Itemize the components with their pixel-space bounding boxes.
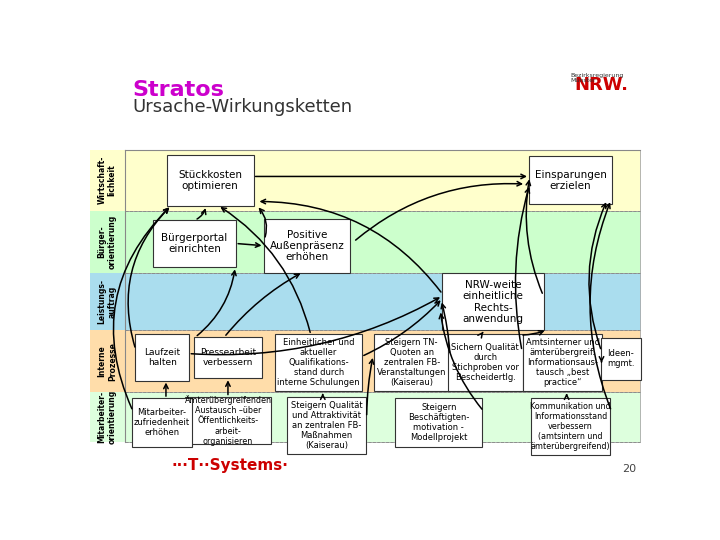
Bar: [125, 392, 640, 442]
FancyBboxPatch shape: [264, 219, 351, 273]
Text: 20: 20: [622, 464, 636, 474]
Text: Ämterübergreifenden
Austausch –über
Öffentlichkeits-
arbeit-
organisieren: Ämterübergreifenden Austausch –über Öffe…: [184, 395, 271, 445]
Text: Einheitlicher und
aktueller
Qualifikations-
stand durch
interne Schulungen: Einheitlicher und aktueller Qualifikatio…: [277, 338, 360, 387]
Text: Bürgerportal
einrichten: Bürgerportal einrichten: [161, 233, 228, 254]
Bar: [90, 211, 125, 273]
Text: Amtsinterner und
ämterübergreif.
Informationsaus-
tausch „best
practice“: Amtsinterner und ämterübergreif. Informa…: [526, 338, 600, 387]
Bar: [125, 211, 640, 273]
Text: NRW-weite
einheitliche
Rechts-
anwendung: NRW-weite einheitliche Rechts- anwendung: [462, 280, 523, 324]
Text: Steigern Qualität
und Attraktivität
an zentralen FB-
Maßnahmen
(Kaiserau): Steigern Qualität und Attraktivität an z…: [291, 401, 362, 450]
FancyBboxPatch shape: [442, 273, 544, 330]
FancyBboxPatch shape: [153, 220, 236, 267]
Text: Ideen-
mgmt.: Ideen- mgmt.: [607, 349, 634, 368]
FancyBboxPatch shape: [600, 338, 641, 380]
Bar: [90, 330, 125, 392]
Text: Positive
Außenpräsenz
erhöhen: Positive Außenpräsenz erhöhen: [269, 230, 344, 262]
Text: Einsparungen
erzielen: Einsparungen erzielen: [534, 170, 606, 191]
FancyBboxPatch shape: [275, 334, 362, 392]
FancyBboxPatch shape: [531, 398, 610, 455]
FancyBboxPatch shape: [395, 398, 482, 448]
FancyBboxPatch shape: [448, 334, 523, 392]
Text: Wirtschaft-
lichkeit: Wirtschaft- lichkeit: [97, 156, 117, 205]
Text: ···T··Systems·: ···T··Systems·: [171, 458, 288, 472]
Text: Leistungs-
auftrag: Leistungs- auftrag: [97, 279, 117, 324]
FancyBboxPatch shape: [135, 334, 189, 381]
FancyBboxPatch shape: [194, 336, 261, 378]
Bar: [90, 150, 125, 211]
Text: Interne
Prozesse: Interne Prozesse: [97, 342, 117, 381]
Text: Bürger-
orientierung: Bürger- orientierung: [97, 215, 117, 269]
FancyBboxPatch shape: [529, 157, 612, 204]
FancyBboxPatch shape: [132, 398, 192, 448]
Text: Mitarbeiter-
zufriedenheit
erhöhen: Mitarbeiter- zufriedenheit erhöhen: [134, 408, 190, 437]
Text: Kommunikation und
Informationsstand
verbessern
(amtsintern und
ämterübergreifend: Kommunikation und Informationsstand verb…: [530, 402, 611, 451]
Bar: [125, 273, 640, 330]
Text: Mitarbeiter-
orientierung: Mitarbeiter- orientierung: [97, 390, 117, 444]
Text: Pressearbeit
verbessern: Pressearbeit verbessern: [200, 348, 256, 367]
Text: Laufzeit
halten: Laufzeit halten: [144, 348, 180, 367]
FancyBboxPatch shape: [523, 334, 602, 392]
Bar: [90, 392, 125, 442]
Text: NRW.: NRW.: [575, 76, 629, 94]
Bar: [90, 273, 125, 330]
FancyBboxPatch shape: [167, 154, 253, 206]
Text: Ursache-Wirkungsketten: Ursache-Wirkungsketten: [132, 98, 353, 116]
Text: Stratos: Stratos: [132, 80, 225, 100]
FancyBboxPatch shape: [184, 397, 271, 444]
Text: Sichern Qualität
durch
Stichproben vor
Bescheidertlg.: Sichern Qualität durch Stichproben vor B…: [451, 343, 519, 382]
Text: Steigern TN-
Quoten an
zentralen FB-
Veranstaltungen
(Kaiserau): Steigern TN- Quoten an zentralen FB- Ver…: [377, 338, 446, 387]
Text: Bezirksregierung
Münster: Bezirksregierung Münster: [570, 72, 624, 83]
FancyBboxPatch shape: [287, 397, 366, 454]
Text: Stückkosten
optimieren: Stückkosten optimieren: [178, 170, 242, 191]
Bar: [125, 150, 640, 211]
Bar: [125, 330, 640, 392]
Text: Steigern
Beschäftigten-
motivation -
Modellprojekt: Steigern Beschäftigten- motivation - Mod…: [408, 403, 469, 442]
FancyBboxPatch shape: [374, 334, 449, 392]
